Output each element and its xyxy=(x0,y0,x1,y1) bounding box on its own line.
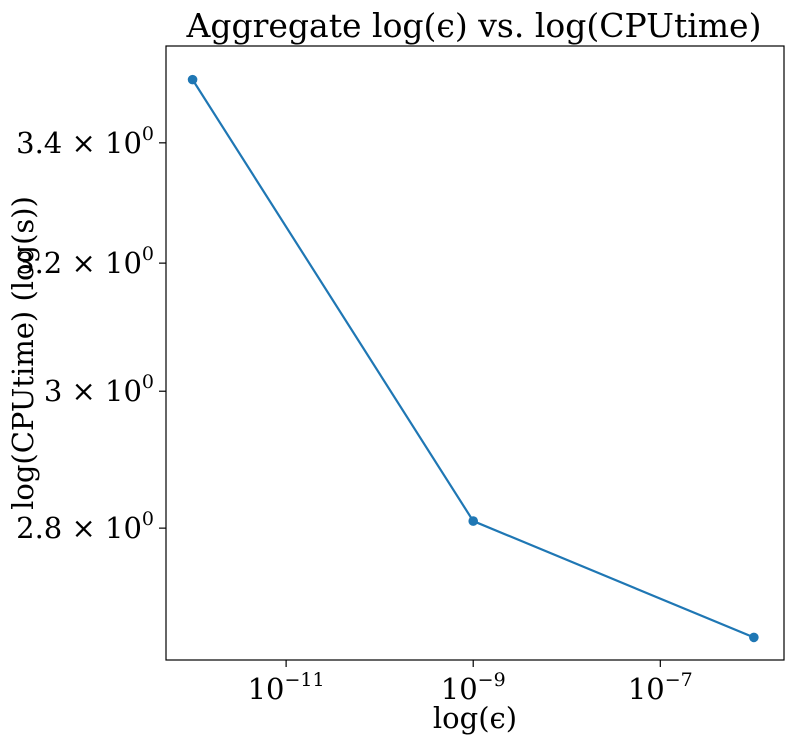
series-layer xyxy=(187,74,759,643)
data-point xyxy=(749,632,759,643)
y-tick-label: 2.8 × 100 xyxy=(16,508,154,545)
x-axis-label: log(ϵ) xyxy=(433,701,517,735)
y-tick-label: 3 × 100 xyxy=(44,371,154,408)
x-tick-label: 10−7 xyxy=(628,669,693,706)
y-axis-label: log(CPUtime) (log(s)) xyxy=(6,196,40,510)
x-tick-label: 10−11 xyxy=(248,669,325,706)
plot-area-frame xyxy=(165,45,785,661)
x-axis-ticks: 10−11 10−9 10−7 xyxy=(248,660,693,706)
data-point xyxy=(468,516,479,526)
chart-title: Aggregate log(ϵ) vs. log(CPUtime) xyxy=(186,6,762,45)
y-tick-label: 3.4 × 100 xyxy=(16,123,154,160)
data-point xyxy=(187,74,198,85)
y-axis-ticks: 2.8 × 100 3 × 100 3.2 × 100 3.4 × 100 xyxy=(16,123,166,545)
x-tick-label: 10−9 xyxy=(441,669,506,706)
y-tick-label: 3.2 × 100 xyxy=(16,243,154,280)
